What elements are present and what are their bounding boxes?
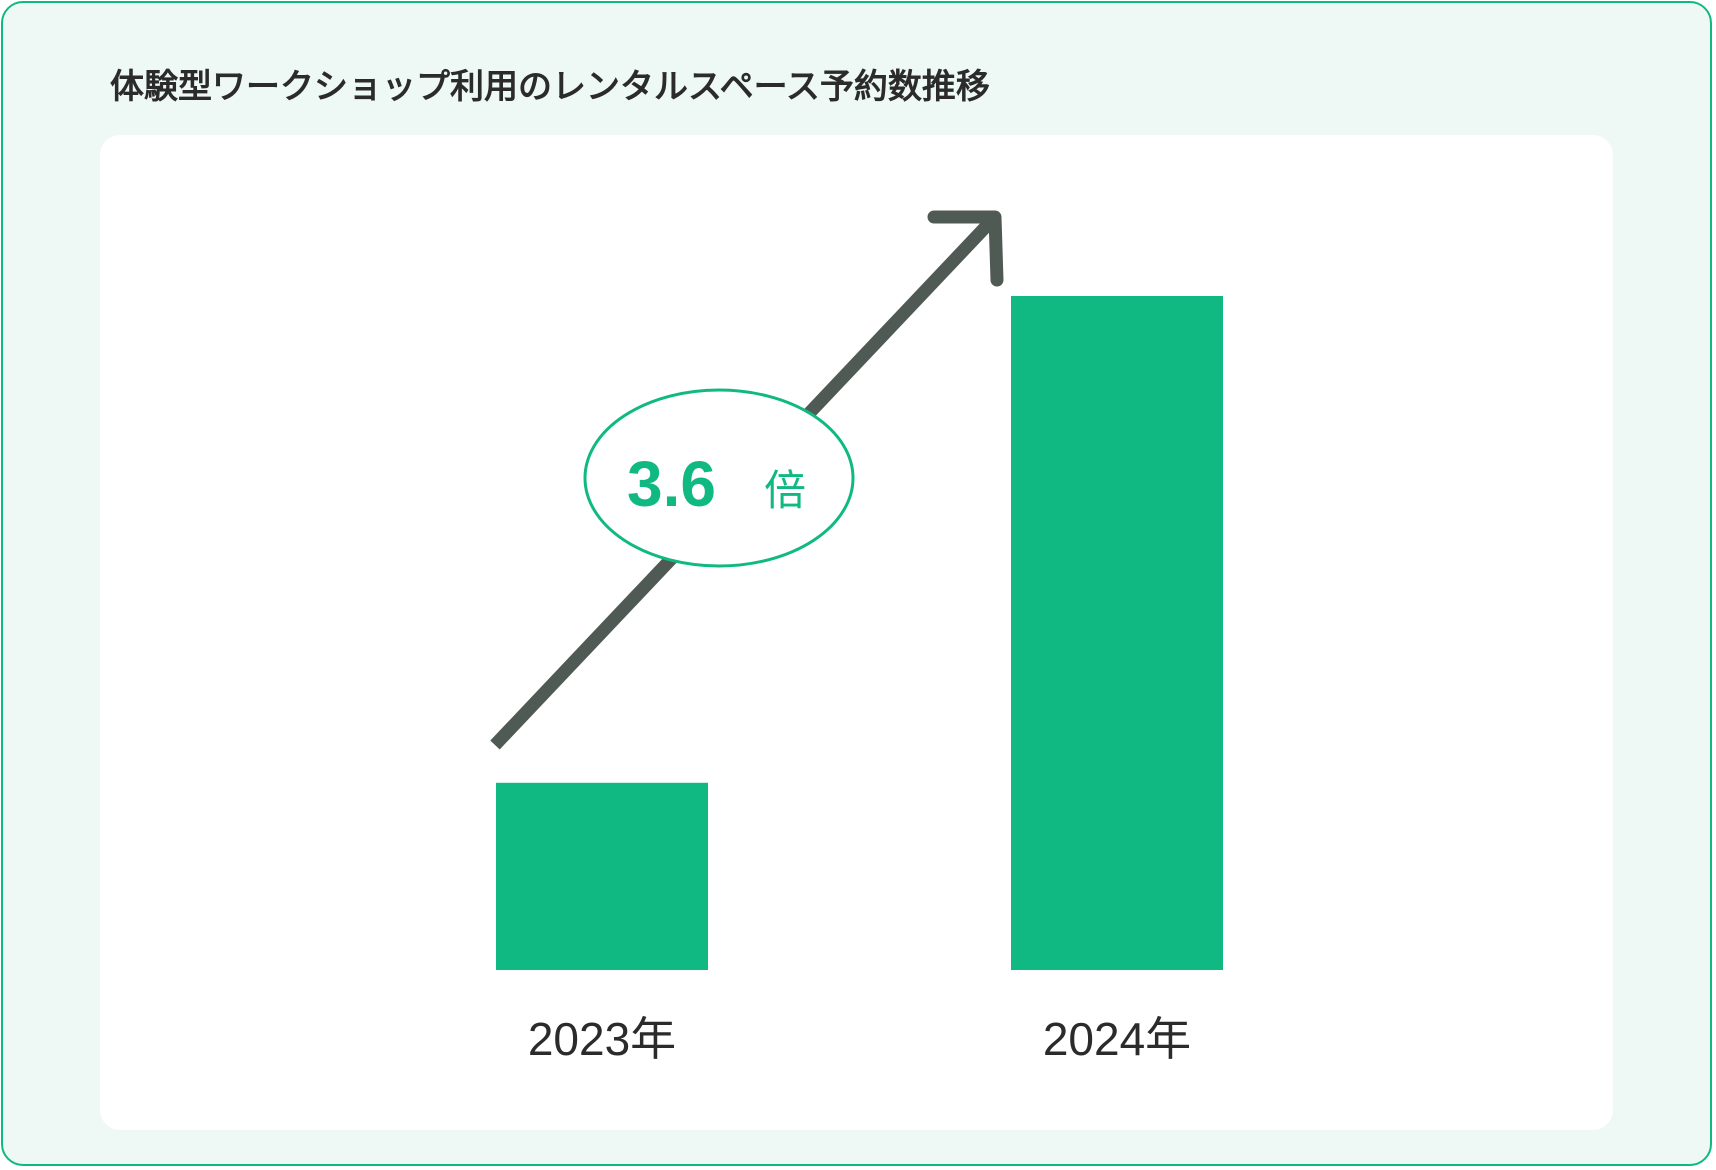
growth-arrow-head xyxy=(927,210,1004,287)
growth-badge: 3.6 倍 xyxy=(583,388,855,568)
growth-badge-unit: 倍 xyxy=(764,466,806,515)
bar-1 xyxy=(496,782,708,970)
category-labels-group: 2023年 2024年 xyxy=(528,1013,1191,1065)
growth-badge-value: 3.6 xyxy=(627,448,716,520)
bars-group xyxy=(496,296,1223,970)
chart-title: 体験型ワークショップ利用のレンタルスペース予約数推移 xyxy=(110,67,990,107)
bar-2 xyxy=(1011,296,1223,970)
growth-badge-ellipse xyxy=(583,388,855,568)
chart-panel xyxy=(100,135,1613,1130)
category-label-1: 2023年 xyxy=(528,1013,676,1065)
category-label-2: 2024年 xyxy=(1043,1013,1191,1065)
